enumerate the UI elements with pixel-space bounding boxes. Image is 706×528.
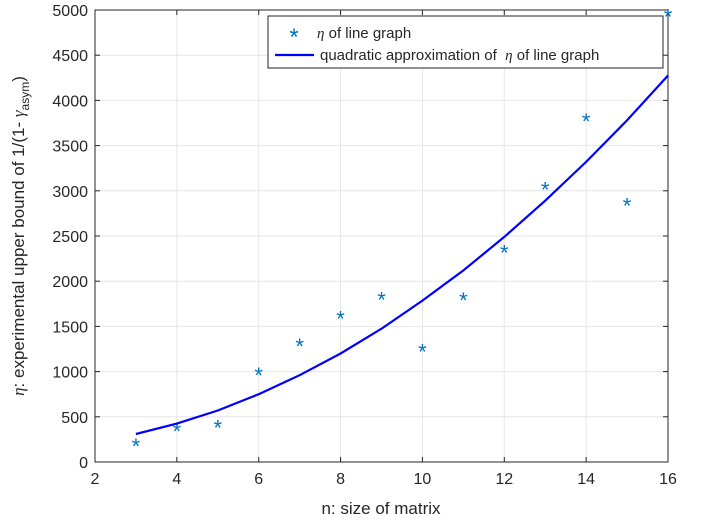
fit-line [135, 74, 669, 436]
data-point: * [173, 419, 182, 444]
legend-scatter-text: of line graph [324, 25, 411, 42]
data-point: * [418, 340, 427, 365]
y-axis-label-gamma: γ [9, 109, 28, 117]
x-tick-label: 14 [577, 471, 595, 488]
y-axis-label-main: : experimental upper bound of 1/(1- [9, 117, 28, 387]
y-axis-label: η: experimental upper bound of 1/(1- γas… [9, 76, 32, 396]
x-tick-label: 2 [91, 471, 100, 488]
legend-fit-eta: η [505, 48, 512, 64]
y-tick-label: 0 [79, 455, 88, 472]
legend-entry-scatter: η of line graph [317, 25, 411, 42]
y-tick-label: 1500 [52, 319, 88, 336]
y-tick-label: 3500 [52, 139, 88, 156]
y-tick-label: 4500 [52, 48, 88, 65]
y-axis-label-suffix: ) [9, 76, 28, 82]
y-tick-label: 1000 [52, 365, 88, 382]
x-tick-label: 10 [414, 471, 432, 488]
legend-fit-text: quadratic approximation of [320, 47, 505, 64]
x-tick-label: 16 [659, 471, 677, 488]
legend-fit-suffix: of line graph [513, 47, 600, 64]
legend-box [267, 15, 664, 69]
data-point: * [541, 177, 550, 202]
data-point: * [664, 4, 673, 29]
data-point: * [336, 306, 345, 331]
legend-marker-star: * [289, 24, 298, 51]
y-axis-label-eta: η [9, 387, 28, 395]
x-tick-label: 8 [336, 471, 345, 488]
y-tick-label: 2500 [52, 229, 88, 246]
y-tick-label: 5000 [52, 3, 88, 20]
x-tick-label: 12 [495, 471, 513, 488]
x-axis-label: n: size of matrix [321, 499, 441, 518]
data-point: * [254, 363, 263, 388]
data-point: * [295, 334, 304, 359]
data-point: * [377, 288, 386, 313]
y-tick-label: 3000 [52, 184, 88, 201]
legend-entry-fit: quadratic approximation of η of line gra… [320, 47, 599, 64]
legend: * η of line graph quadratic approximatio… [267, 15, 664, 69]
y-tick-label: 2000 [52, 274, 88, 291]
x-tick-label: 4 [172, 471, 181, 488]
data-point: * [132, 434, 141, 459]
data-point: * [214, 416, 223, 441]
axes: 2 4 6 8 10 12 14 16 0 500 1000 1500 2000 2500 3000 3500… [52, 3, 677, 488]
data-point: * [582, 109, 591, 134]
data-point: * [459, 288, 468, 313]
data-point: * [623, 194, 632, 219]
legend-scatter-eta: η [317, 26, 324, 42]
data-point: * [500, 241, 509, 266]
x-tick-label: 6 [254, 471, 263, 488]
y-tick-label: 500 [61, 410, 88, 427]
y-axis-label-sub: asym [18, 82, 32, 111]
y-tick-label: 4000 [52, 93, 88, 110]
series-layer: * * * * * * * * * * * * * * [132, 4, 673, 459]
